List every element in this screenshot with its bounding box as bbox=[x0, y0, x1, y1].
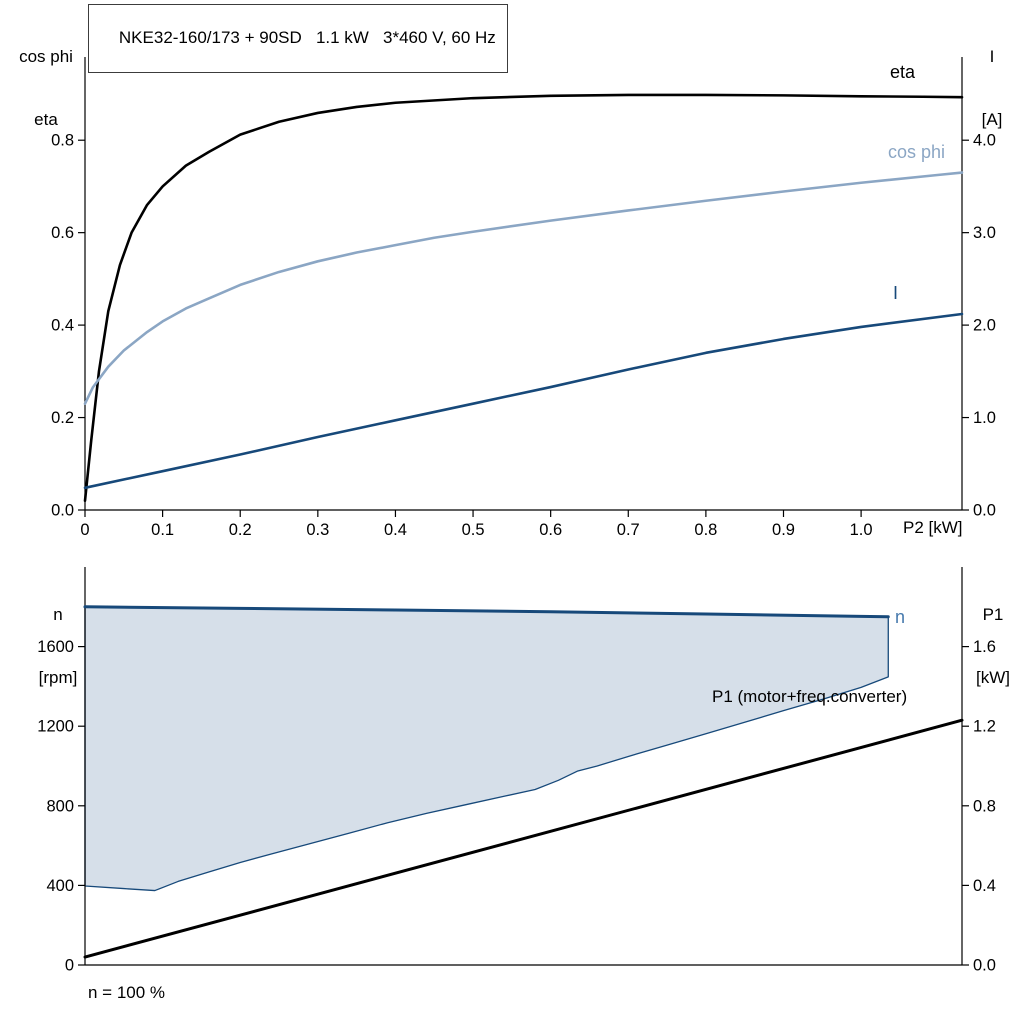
axis-label-p1: P1 bbox=[982, 605, 1004, 624]
motor-performance-chart-x-tick-label: 0.8 bbox=[694, 521, 717, 539]
motor-performance-chart-right-tick-label: 4.0 bbox=[973, 132, 996, 150]
speed-power-chart-right-tick-label: 0.4 bbox=[973, 877, 996, 895]
motor-performance-chart-left-tick-label: 0.8 bbox=[51, 132, 74, 150]
bottom-right-axis-label: P1 [kW] bbox=[963, 562, 1023, 730]
motor-performance-chart-x-tick-label: 0.3 bbox=[306, 521, 329, 539]
axis-label-rpm-unit: [rpm] bbox=[38, 668, 78, 687]
motor-performance-chart-x-tick-label: 0.9 bbox=[772, 521, 795, 539]
motor-performance-chart-x-tick-label: 1.0 bbox=[850, 521, 873, 539]
axis-label-kw-unit: [kW] bbox=[976, 668, 1010, 687]
axis-label-cos-phi: cos phi bbox=[19, 47, 73, 66]
axis-label-ampere-unit: [A] bbox=[981, 110, 1003, 129]
p1-curve-label: P1 (motor+freq.converter) bbox=[712, 687, 908, 706]
eta-curve-label: eta bbox=[890, 62, 916, 82]
speed-power-chart-right-tick-label: 1.6 bbox=[973, 638, 996, 656]
motor-performance-chart-x-tick-label: 0.2 bbox=[229, 521, 252, 539]
axis-label-eta: eta bbox=[34, 110, 58, 129]
motor-performance-chart-x-tick-label: 0.1 bbox=[151, 521, 174, 539]
speed-power-chart-right-tick-label: 0.0 bbox=[973, 957, 996, 975]
axis-label-n: n bbox=[53, 605, 63, 624]
speed-power-chart-left-tick-label: 0 bbox=[65, 957, 74, 975]
motor-performance-chart-right-tick-label: 3.0 bbox=[973, 224, 996, 242]
motor-performance-chart-x-tick-label: 0.4 bbox=[384, 521, 407, 539]
speed-footnote: n = 100 % bbox=[88, 983, 166, 1002]
motor-performance-chart-left-tick-label: 0.2 bbox=[51, 409, 74, 427]
axis-label-current: I bbox=[989, 47, 995, 66]
speed-power-chart-left-tick-label: 1200 bbox=[37, 718, 74, 736]
speed-power-chart-left-tick-label: 400 bbox=[46, 877, 74, 895]
motor-performance-chart-x-tick-label: 0.6 bbox=[539, 521, 562, 539]
speed-power-chart-right-tick-label: 1.2 bbox=[973, 718, 996, 736]
bottom-left-axis-label: n [rpm] bbox=[22, 562, 94, 730]
motor-performance-chart-left-tick-label: 0.4 bbox=[51, 317, 74, 335]
x-axis-label-p2: P2 [kW] bbox=[903, 518, 963, 537]
motor-performance-chart-right-tick-label: 2.0 bbox=[973, 317, 996, 335]
top-right-axis-label: I [A] bbox=[962, 4, 1022, 172]
speed-curve-label: n bbox=[895, 607, 906, 627]
speed-power-chart-left-tick-label: 1600 bbox=[37, 638, 74, 656]
motor-performance-chart-x-tick-label: 0 bbox=[80, 521, 89, 539]
motor-performance-chart-x-tick-label: 0.7 bbox=[617, 521, 640, 539]
series-eta-curve bbox=[83, 93, 964, 503]
chart-title-box: NKE32-160/173 + 90SD 1.1 kW 3*460 V, 60 … bbox=[88, 4, 508, 73]
top-left-axis-label: cos phi eta bbox=[4, 4, 88, 172]
motor-performance-chart-left-tick-label: 0.6 bbox=[51, 224, 74, 242]
speed-power-chart-left-tick-label: 800 bbox=[46, 797, 74, 815]
series-cos-phi-curve bbox=[83, 171, 964, 405]
motor-performance-chart-x-tick-label: 0.5 bbox=[462, 521, 485, 539]
current-curve-label: I bbox=[893, 283, 899, 303]
speed-power-chart-right-tick-label: 0.8 bbox=[973, 797, 996, 815]
motor-performance-chart-right-tick-label: 1.0 bbox=[973, 409, 996, 427]
cos-phi-curve-label: cos phi bbox=[888, 142, 946, 162]
motor-performance-chart-right-tick-label: 0.0 bbox=[973, 502, 996, 520]
series-p1-curve bbox=[83, 718, 964, 959]
series-i-curve bbox=[83, 312, 964, 490]
series-n-curve bbox=[83, 605, 890, 619]
chart-title: NKE32-160/173 + 90SD 1.1 kW 3*460 V, 60 … bbox=[118, 28, 496, 47]
motor-performance-chart-left-tick-label: 0.0 bbox=[51, 502, 74, 520]
